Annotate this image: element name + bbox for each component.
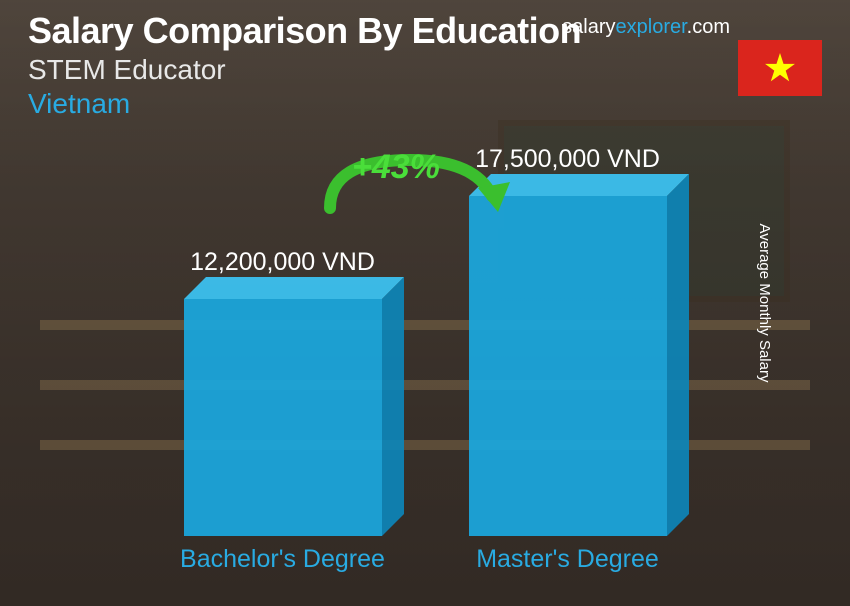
bar-label: Master's Degree xyxy=(418,545,718,574)
bar-shape xyxy=(469,196,667,536)
brand-part-c: .com xyxy=(687,16,730,38)
brand-logo: salaryexplorer.com xyxy=(562,16,730,39)
star-icon xyxy=(762,50,798,86)
change-percent: +43% xyxy=(352,148,440,187)
page-subtitle: STEM Educator xyxy=(28,54,830,86)
bar-chart: +43% 12,200,000 VND17,500,000 VND Bachel… xyxy=(0,156,850,586)
bar-shape xyxy=(184,299,382,536)
bar-value: 12,200,000 VND xyxy=(190,248,375,277)
country-name: Vietnam xyxy=(28,88,830,120)
bar-label: Bachelor's Degree xyxy=(133,545,433,574)
bar: 12,200,000 VND xyxy=(184,248,382,536)
flag-vietnam xyxy=(738,40,822,96)
brand-part-a: salary xyxy=(562,16,615,38)
brand-part-b: explorer xyxy=(616,16,687,38)
